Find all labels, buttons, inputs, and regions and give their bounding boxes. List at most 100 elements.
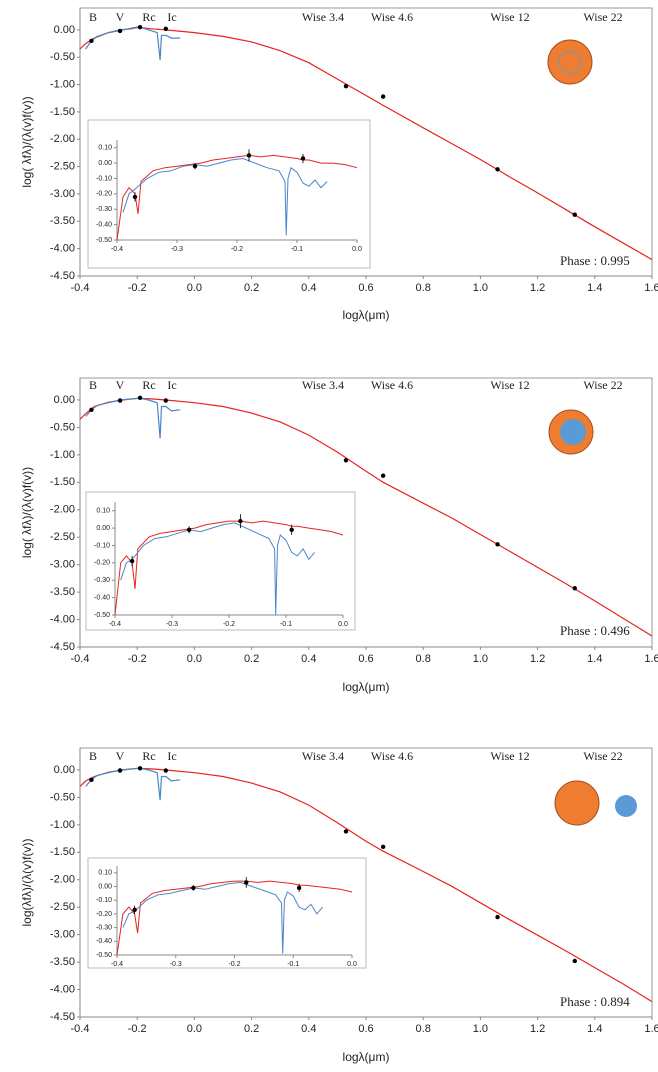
x-tick-label: -0.4 bbox=[71, 653, 90, 665]
y-tick-label: -4.50 bbox=[50, 1011, 75, 1023]
phase-label: Phase : 0.496 bbox=[560, 623, 630, 638]
inset-chart: 0.10 0.00 -0.10 -0.20 -0.30 -0.40 -0.50 -0.4 -0.… bbox=[85, 491, 356, 631]
photometry-point bbox=[137, 24, 143, 30]
x-tick-label: 0.6 bbox=[358, 282, 373, 294]
photometry-point bbox=[300, 156, 306, 161]
band-label: Wise 4.6 bbox=[371, 749, 413, 763]
photometry-point bbox=[238, 518, 243, 524]
y-tick-label: -2.50 bbox=[50, 161, 75, 173]
x-tick-label: 0.8 bbox=[416, 1023, 431, 1035]
x-tick-label: 0.6 bbox=[358, 1023, 373, 1035]
photometry-point bbox=[137, 395, 143, 400]
x-tick-label: -0.2 bbox=[231, 246, 243, 253]
band-label: V bbox=[116, 378, 125, 392]
y-tick-label: 0.00 bbox=[54, 764, 75, 776]
y-tick-label: -4.00 bbox=[50, 983, 75, 995]
band-label: Wise 3.4 bbox=[302, 378, 344, 392]
spectrum-line bbox=[122, 157, 328, 236]
phase-label: Phase : 0.894 bbox=[560, 994, 630, 1009]
band-label: Wise 3.4 bbox=[302, 10, 344, 24]
y-tick-label: -0.10 bbox=[96, 175, 112, 182]
spectrum-line bbox=[85, 26, 181, 61]
y-tick-label: -1.00 bbox=[50, 449, 75, 461]
y-tick-label: -0.40 bbox=[96, 938, 112, 945]
y-tick-label: -2.50 bbox=[50, 901, 75, 913]
y-tick-label: -1.50 bbox=[50, 106, 75, 118]
photometry-point bbox=[132, 907, 137, 913]
y-tick-label: 0.00 bbox=[54, 24, 75, 36]
y-tick-label: 0.00 bbox=[98, 160, 112, 167]
spectrum-line bbox=[116, 880, 353, 956]
photometry-point bbox=[495, 914, 500, 920]
x-axis-title: logλ(μm) bbox=[343, 308, 390, 322]
spectrum-line bbox=[85, 397, 181, 439]
photometry-point bbox=[572, 212, 577, 217]
x-tick-label: 1.2 bbox=[530, 653, 545, 665]
x-tick-label: 1.0 bbox=[473, 653, 488, 665]
x-tick-label: -0.2 bbox=[228, 961, 240, 968]
x-tick-label: 1.4 bbox=[587, 1023, 602, 1035]
photometry-point bbox=[186, 527, 192, 533]
x-tick-label: 0.0 bbox=[338, 621, 348, 628]
x-tick-label: -0.1 bbox=[291, 246, 303, 253]
y-tick-label: -0.10 bbox=[96, 897, 112, 904]
band-label: V bbox=[116, 10, 125, 24]
x-tick-label: 0.2 bbox=[244, 1023, 259, 1035]
band-label: Rc bbox=[142, 749, 155, 763]
main-chart: 0.00 -0.50 -1.00 -1.50 -2.00 -2.50 -3.00 -3.50 -… bbox=[20, 7, 658, 322]
photometry-point bbox=[117, 28, 123, 34]
spectrum-line bbox=[120, 522, 315, 616]
y-tick-label: -3.00 bbox=[50, 188, 75, 200]
inset-chart: 0.10 0.00 -0.10 -0.20 -0.30 -0.40 -0.50 -0.4 -0.… bbox=[87, 119, 371, 269]
primary-star bbox=[547, 39, 593, 85]
y-tick-label: -3.50 bbox=[50, 586, 75, 598]
photometry-point bbox=[246, 153, 252, 158]
inset-frame bbox=[85, 491, 356, 631]
y-tick-label: -2.00 bbox=[50, 504, 75, 516]
x-tick-label: 1.2 bbox=[530, 282, 545, 294]
y-tick-label: -3.50 bbox=[50, 215, 75, 227]
spectrum-line bbox=[122, 881, 323, 954]
y-tick-label: -1.50 bbox=[50, 476, 75, 488]
photometry-point bbox=[343, 829, 349, 834]
photometry-point bbox=[244, 880, 249, 885]
x-tick-label: -0.3 bbox=[171, 246, 183, 253]
band-label: Wise 4.6 bbox=[371, 378, 413, 392]
y-tick-label: -2.50 bbox=[50, 531, 75, 543]
photometry-point bbox=[137, 766, 143, 771]
x-tick-label: -0.2 bbox=[128, 282, 147, 294]
x-tick-label: 1.4 bbox=[587, 282, 602, 294]
spectrum-line bbox=[85, 767, 181, 801]
x-axis-title: logλ(μm) bbox=[343, 680, 390, 694]
photometry-point bbox=[163, 768, 168, 773]
inset-chart: 0.10 0.00 -0.10 -0.20 -0.30 -0.40 -0.50 -0.4 -0.… bbox=[87, 857, 367, 969]
photometry-point bbox=[129, 558, 135, 564]
star-icon bbox=[547, 39, 637, 826]
band-label: V bbox=[116, 749, 125, 763]
band-label: Wise 22 bbox=[583, 378, 622, 392]
y-tick-label: -0.50 bbox=[96, 952, 112, 959]
main-chart: 0.00 -0.50 -1.00 -1.50 -2.00 -2.50 -3.00 -3.50 -… bbox=[20, 747, 658, 1064]
photometry-point bbox=[163, 26, 168, 31]
photometry-point bbox=[89, 38, 94, 44]
photometry-point bbox=[163, 398, 168, 403]
x-tick-label: 0.8 bbox=[416, 282, 431, 294]
x-tick-label: 1.2 bbox=[530, 1023, 545, 1035]
photometry-point bbox=[296, 885, 302, 891]
band-label: Ic bbox=[167, 749, 176, 763]
secondary-star bbox=[560, 419, 586, 445]
photometry-point bbox=[117, 398, 123, 403]
photometry-point bbox=[572, 586, 577, 591]
band-label: Wise 4.6 bbox=[371, 10, 413, 24]
secondary-star bbox=[615, 795, 637, 817]
y-tick-label: 0.10 bbox=[98, 870, 112, 877]
photometry-point bbox=[380, 844, 386, 850]
x-tick-label: -0.2 bbox=[128, 1023, 147, 1035]
y-tick-label: -0.50 bbox=[50, 791, 75, 803]
band-label: Wise 12 bbox=[490, 10, 529, 24]
y-tick-label: -3.00 bbox=[50, 559, 75, 571]
x-tick-label: 0.8 bbox=[416, 653, 431, 665]
y-tick-label: -1.50 bbox=[50, 846, 75, 858]
photometry-point bbox=[89, 407, 94, 413]
